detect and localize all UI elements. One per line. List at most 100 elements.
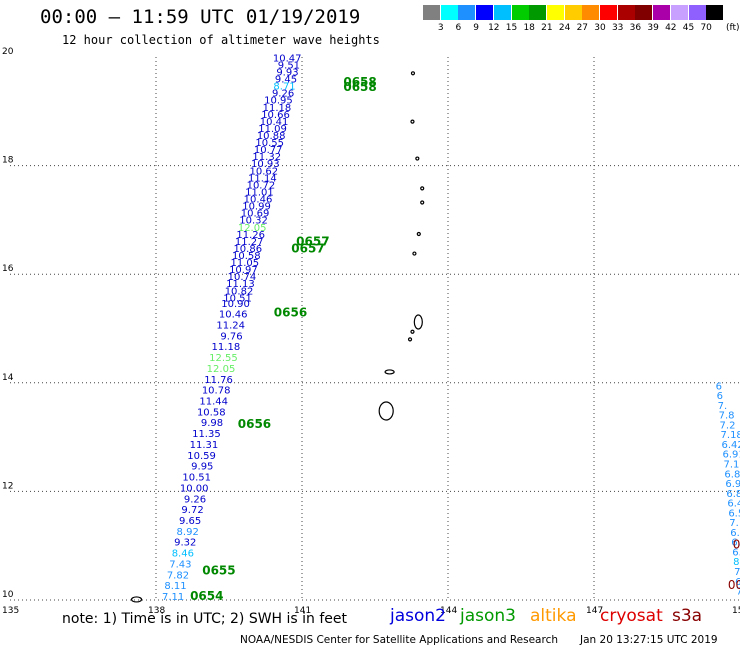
credit-text: NOAA/NESDIS Center for Satellite Applica… bbox=[240, 634, 558, 646]
wave-height-label: 11.26 bbox=[236, 230, 265, 241]
legend-label: 27 bbox=[576, 23, 589, 33]
mission-altika: altika bbox=[530, 606, 577, 626]
wave-height-label: 12.05 bbox=[238, 223, 267, 234]
legend-label: 15 bbox=[505, 23, 518, 33]
wave-height-label: 7.43 bbox=[169, 559, 191, 570]
wave-height-label: 7.13 bbox=[729, 518, 740, 529]
wave-height-label: 8.46 bbox=[172, 549, 194, 560]
wave-height-label: 10.66 bbox=[261, 110, 290, 121]
island-outline bbox=[130, 596, 143, 603]
wave-height-label: 6.90 bbox=[735, 577, 740, 588]
legend-label: 21 bbox=[541, 23, 553, 33]
wave-height-label: 9.72 bbox=[181, 505, 203, 516]
lon-tick-label: 138 bbox=[148, 606, 165, 616]
wave-height-label: 11.09 bbox=[258, 124, 287, 135]
island-outline bbox=[378, 401, 394, 421]
time-label: 0658 bbox=[343, 75, 376, 89]
wave-height-label: 10.46 bbox=[244, 195, 273, 206]
lat-tick-label: 10 bbox=[2, 590, 14, 600]
wave-height-label: 6.86 bbox=[724, 469, 740, 480]
lat-tick-label: 14 bbox=[2, 373, 14, 383]
legend-swatch bbox=[564, 5, 582, 20]
footer-note: note: 1) Time is in UTC; 2) SWH is in fe… bbox=[62, 611, 348, 627]
wave-height-label: 7.11 bbox=[734, 567, 740, 578]
wave-height-label: 10.58 bbox=[232, 251, 261, 262]
lon-tick-label: 141 bbox=[294, 606, 311, 616]
legend-label: 12 bbox=[488, 23, 500, 33]
wave-height-label: 6.42 bbox=[722, 440, 740, 451]
legend-swatch bbox=[582, 5, 600, 20]
legend-label: 24 bbox=[558, 23, 571, 33]
wave-height-label: 10.90 bbox=[221, 299, 250, 310]
wave-height-label: 7.15 bbox=[736, 587, 740, 598]
legend-swatch bbox=[600, 5, 617, 20]
wave-height-label: 9.93 bbox=[276, 67, 298, 78]
legend-label: 33 bbox=[611, 23, 624, 33]
wave-height-label: 11.24 bbox=[216, 321, 245, 332]
lon-tick-label: 150 bbox=[732, 606, 740, 616]
wave-height-label: 10.69 bbox=[241, 209, 270, 220]
lon-tick-label: 144 bbox=[440, 606, 457, 616]
wave-height-label: 10.32 bbox=[239, 216, 268, 227]
island-outline bbox=[407, 337, 413, 342]
wave-height-label: 8.71 bbox=[273, 82, 295, 93]
timestamp: Jan 20 13:27:15 UTC 2019 bbox=[580, 634, 718, 646]
wave-height-label: 11.27 bbox=[235, 237, 264, 248]
island-outline bbox=[410, 119, 415, 124]
island-outline bbox=[415, 156, 420, 161]
time-label: 00 bbox=[733, 537, 740, 551]
island-outline bbox=[412, 251, 417, 256]
wave-height-label: 9.65 bbox=[179, 516, 201, 527]
wave-height-label: 9.95 bbox=[191, 462, 213, 473]
island-outline bbox=[410, 71, 416, 76]
time-label: 0655 bbox=[202, 563, 235, 577]
wave-height-label: 9.45 bbox=[275, 75, 297, 86]
island-outline bbox=[413, 314, 423, 330]
wave-height-label: 10.51 bbox=[223, 293, 252, 304]
island-outline bbox=[410, 329, 415, 334]
time-label: 0657 bbox=[291, 241, 324, 255]
wave-height-label: 9.51 bbox=[278, 60, 300, 71]
wave-height-label: 8.05 bbox=[733, 557, 740, 568]
legend-swatch bbox=[529, 5, 547, 20]
legend-swatch bbox=[458, 5, 476, 20]
wave-height-label: 10.59 bbox=[187, 451, 216, 462]
wave-height-label: 11.76 bbox=[204, 375, 233, 386]
wave-height-label: 8.11 bbox=[164, 581, 186, 592]
wave-height-label: 7.8 bbox=[719, 411, 735, 422]
wave-height-label: 6.87 bbox=[726, 489, 740, 500]
wave-height-label: 11.31 bbox=[190, 440, 219, 451]
legend-swatch bbox=[493, 5, 511, 20]
wave-height-label: 7.18 bbox=[721, 430, 740, 441]
wave-height-label: 12.05 bbox=[207, 364, 236, 375]
wave-height-label: 7.11 bbox=[162, 592, 184, 603]
color-scale-legend: 3 6 9 12 15 18 21 24 27 30 33 36 39 42 45 70 (ft) bbox=[423, 5, 740, 41]
island-outline bbox=[420, 186, 425, 191]
wave-height-label: 11.13 bbox=[226, 279, 255, 290]
wave-height-label: 6.30 bbox=[731, 538, 740, 549]
legend-label: 9 bbox=[473, 23, 479, 33]
time-label: 0654 bbox=[190, 589, 223, 603]
wave-height-label: 11.01 bbox=[245, 187, 274, 198]
wave-height-label: 10.82 bbox=[225, 286, 254, 297]
legend-swatch bbox=[476, 5, 494, 20]
time-label: 001 bbox=[728, 578, 740, 592]
wave-height-label: 10.72 bbox=[247, 180, 276, 191]
wave-height-label: 6.51 bbox=[728, 508, 740, 519]
wave-height-label: 9.26 bbox=[184, 494, 206, 505]
wave-height-label: 11.44 bbox=[199, 397, 228, 408]
wave-height-label: 6 bbox=[716, 381, 722, 392]
island-outline bbox=[384, 369, 395, 375]
wave-height-label: 10.97 bbox=[229, 265, 258, 276]
time-label: 0658 bbox=[343, 80, 376, 94]
title: 00:00 – 11:59 UTC 01/19/2019 bbox=[40, 6, 361, 28]
mission-jason3: jason3 bbox=[460, 606, 516, 626]
mission-cryosat: cryosat bbox=[600, 606, 663, 626]
wave-height-label: 6 bbox=[717, 391, 723, 402]
legend-label: 18 bbox=[523, 23, 535, 33]
wave-height-label: 7.11 bbox=[723, 460, 740, 471]
legend-label: 3 bbox=[437, 23, 444, 33]
wave-height-label: 10.99 bbox=[242, 202, 271, 213]
lat-tick-label: 16 bbox=[2, 264, 14, 274]
